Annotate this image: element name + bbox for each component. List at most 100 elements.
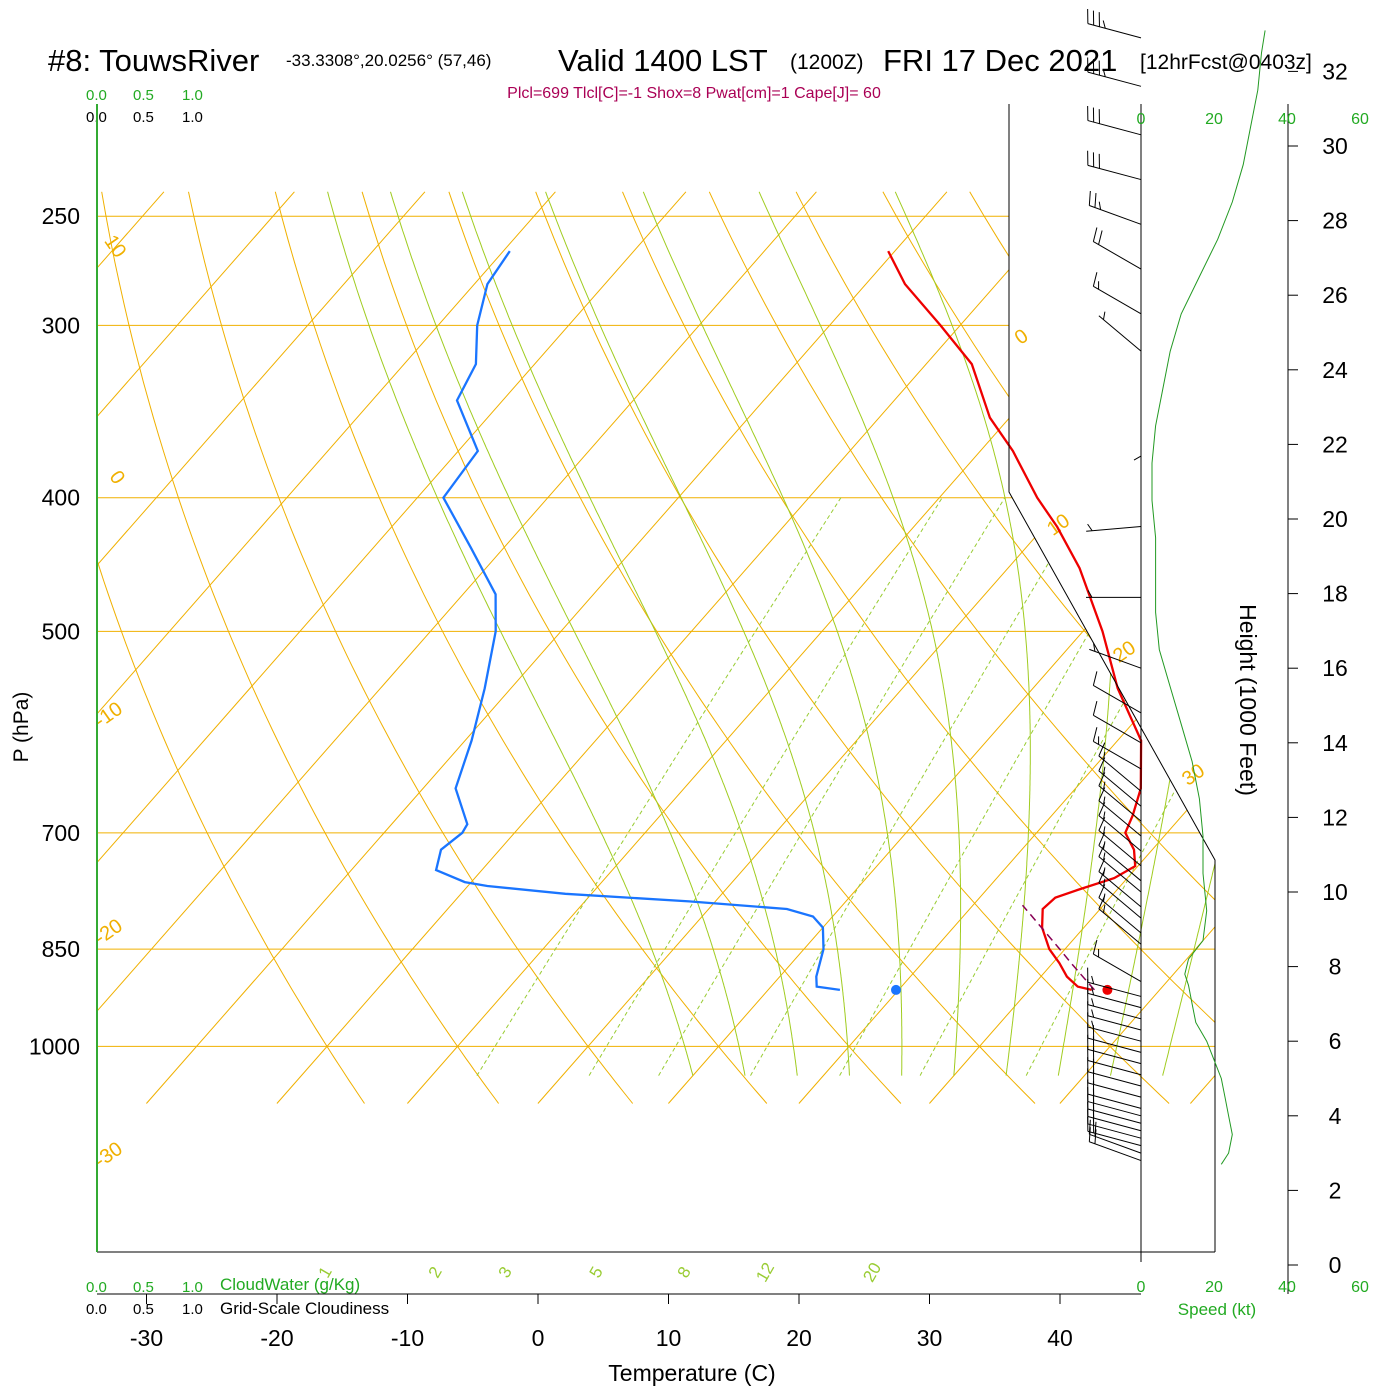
height-tick-label: 30 — [1322, 133, 1348, 159]
barb-feather — [1087, 523, 1093, 532]
dry-adiabat — [188, 191, 634, 1104]
scale-tick: 0.5 — [133, 1279, 154, 1296]
temperature-tick-label: 30 — [917, 1325, 943, 1351]
barb-staff — [1087, 1093, 1142, 1109]
wind-barb — [1087, 9, 1142, 39]
barb-feather — [1102, 20, 1106, 29]
barb-feather — [1102, 826, 1106, 835]
pressure-tick-label: 250 — [42, 203, 80, 229]
barb-staff — [1098, 785, 1142, 822]
barb-staff — [1098, 830, 1142, 867]
wind-speed-line — [1151, 30, 1266, 1165]
barb-feather — [1102, 904, 1106, 913]
barb-staff — [1087, 1130, 1142, 1147]
isotherm — [929, 191, 1215, 1104]
height-axis-title: Height (1000 Feet) — [1235, 604, 1261, 796]
bottom-cloudwater-scale: 0.0 0.5 1.0 CloudWater (g/Kg) — [86, 1275, 360, 1296]
barb-staff — [1087, 1015, 1142, 1031]
isotherm — [146, 191, 948, 1104]
wind-barb — [1092, 701, 1142, 744]
barb-feather — [1102, 841, 1106, 850]
wind-barb — [1089, 643, 1142, 669]
forecast-label: [12hrFcst@0403z] — [1140, 51, 1312, 74]
isotherm — [0, 192, 33, 1104]
height-tick-label: 22 — [1322, 431, 1348, 457]
isotherm — [97, 191, 817, 1104]
barb-staff — [1093, 241, 1142, 270]
wind-barb — [1088, 190, 1142, 225]
barb-feather — [1098, 742, 1106, 757]
surface-dewpoint-dot — [890, 984, 901, 995]
barb-staff — [1098, 800, 1142, 837]
dry-adiabat — [101, 191, 500, 1104]
top-cloudwater-scale: 0.0 0.5 1.0 — [86, 87, 203, 104]
isotherm — [97, 191, 687, 1104]
height-tick-label: 0 — [1329, 1252, 1342, 1278]
dewpoint-line — [434, 250, 841, 992]
speed-tick-label: 20 — [1205, 111, 1223, 128]
barb-feather — [1098, 201, 1102, 210]
dry-adiabat — [97, 191, 365, 1104]
wind-barb — [1087, 106, 1142, 136]
cloudwater-label: CloudWater (g/Kg) — [220, 1275, 360, 1294]
isotherm — [97, 191, 165, 1104]
barb-feather — [1088, 190, 1091, 206]
pressure-tick-label: 850 — [42, 936, 80, 962]
isotherm-label: 0 — [1011, 325, 1033, 349]
height-tick-label: 4 — [1329, 1103, 1342, 1129]
moist-adiabat — [327, 191, 694, 1076]
barb-staff — [1087, 1060, 1142, 1076]
barb-feather — [1102, 878, 1106, 887]
dry-adiabat — [795, 191, 1215, 1104]
height-tick-label: 24 — [1322, 357, 1348, 383]
dry-adiabat — [708, 191, 1215, 1104]
barb-feather — [1102, 311, 1106, 320]
wind-barb — [1098, 742, 1142, 792]
y-axis-title: P (hPa) — [10, 692, 33, 763]
temperature-line — [887, 250, 1143, 992]
barb-feather — [1102, 852, 1106, 861]
scale-tick: 1.0 — [182, 109, 203, 126]
isotherm-label: 0 — [105, 467, 129, 489]
height-tick-label: 20 — [1322, 506, 1348, 532]
speed-axis-title: Speed (kt) — [1178, 1300, 1256, 1319]
mixing-ratio-line — [588, 497, 943, 1076]
dry-adiabat — [622, 191, 1215, 1104]
scale-tick: 0.0 — [86, 1279, 107, 1296]
height-tick-label: 6 — [1329, 1028, 1342, 1054]
wind-panel: 0246810121416182022242628303200202040406… — [1086, 9, 1369, 1296]
dry-adiabat — [361, 191, 902, 1104]
barb-feather — [1102, 867, 1106, 876]
barb-staff — [1089, 648, 1142, 669]
temperature-tick-label: 10 — [656, 1325, 682, 1351]
barb-staff — [1087, 1037, 1142, 1053]
scale-tick: 0.0 — [86, 1301, 107, 1318]
barb-feather — [1102, 893, 1106, 902]
isotherm — [668, 191, 1215, 1104]
scale-tick: 0.5 — [133, 109, 154, 126]
surface-temperature-dot — [1102, 984, 1113, 995]
barb-staff — [1087, 1071, 1142, 1087]
moist-adiabat — [1162, 191, 1215, 1076]
isotherm-label: -30 — [90, 1138, 126, 1173]
dry-adiabat — [535, 191, 1170, 1104]
moist-adiabat — [758, 191, 962, 1076]
mixing-ratio-label: 3 — [495, 1263, 516, 1281]
wind-barb — [1087, 57, 1142, 87]
barb-staff — [1098, 755, 1142, 792]
speed-tick-label: 20 — [1205, 1279, 1223, 1296]
height-tick-label: 2 — [1329, 1177, 1342, 1203]
wind-barb — [1092, 727, 1142, 770]
station-coords: -33.3308°,20.0256° (57,46) — [286, 51, 491, 70]
isotherm-label: 30 — [1178, 760, 1209, 791]
barb-feather — [1094, 1121, 1097, 1137]
barb-staff — [1098, 908, 1142, 945]
mixing-ratio-label: 12 — [752, 1259, 778, 1285]
barb-feather — [1091, 975, 1095, 984]
barb-feather — [1087, 590, 1093, 598]
height-tick-label: 26 — [1322, 282, 1348, 308]
dry-adiabat — [1142, 191, 1215, 1104]
barb-staff — [1098, 770, 1142, 807]
height-tick-label: 8 — [1329, 954, 1342, 980]
